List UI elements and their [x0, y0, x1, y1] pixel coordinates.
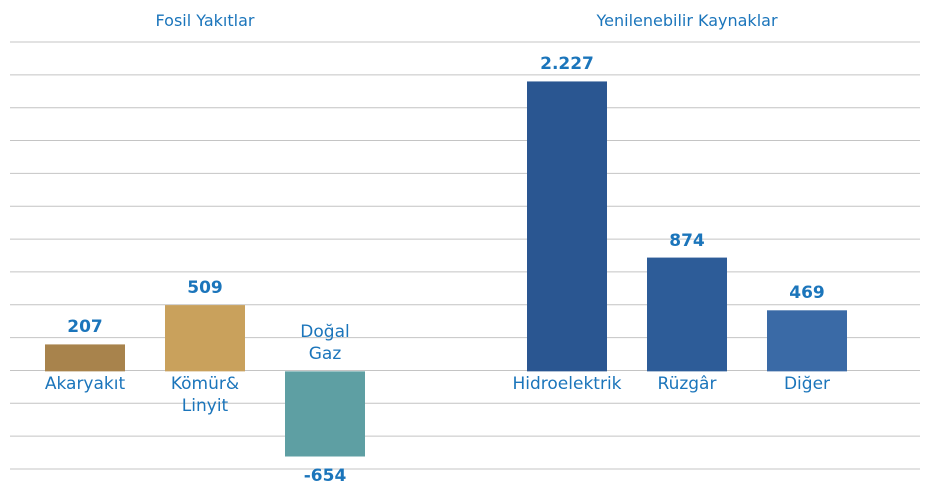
category-label: Hidroelektrik — [512, 373, 621, 395]
value-label: 509 — [187, 277, 223, 299]
value-label: 207 — [67, 316, 103, 338]
category-label: Diğer — [784, 373, 830, 395]
value-label: -654 — [304, 465, 347, 483]
category-label: Doğal Gaz — [300, 321, 349, 365]
category-label: Akaryakıt — [45, 373, 125, 395]
chart-title: Yenilenebilir Kaynaklar — [596, 10, 777, 32]
bar — [527, 81, 607, 371]
bar — [45, 344, 125, 371]
category-label: Rüzgâr — [658, 373, 717, 395]
value-label: 874 — [669, 230, 705, 252]
chart-title: Fosil Yakıtlar — [156, 10, 255, 32]
value-label: 2.227 — [540, 53, 594, 75]
bar — [285, 371, 365, 456]
bar — [767, 310, 847, 371]
bar — [165, 305, 245, 371]
value-label: 469 — [789, 282, 825, 304]
category-label: Kömür& Linyit — [171, 373, 239, 417]
chart-canvas — [0, 0, 936, 483]
chart: Fosil Yakıtlar 207 Akaryakıt 509 Kömür& Liny… — [0, 0, 936, 483]
bar — [647, 258, 727, 372]
